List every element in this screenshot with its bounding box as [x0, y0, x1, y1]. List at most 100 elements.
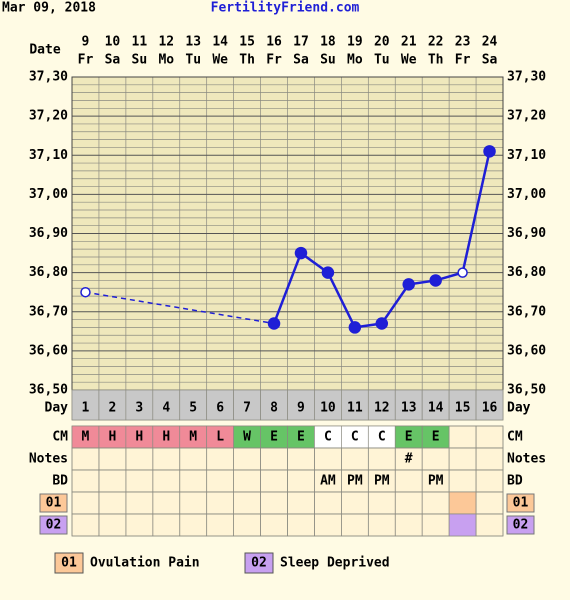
weekday-label: Tu	[185, 53, 201, 68]
y2-tick-label: 37,10	[507, 148, 546, 163]
temperature-point	[457, 267, 468, 278]
y2-tick-label: 37,00	[507, 187, 546, 202]
y-tick-label: 36,80	[29, 265, 68, 280]
cell-text: H	[135, 430, 143, 445]
cell-text: 16	[482, 401, 498, 416]
temperature-point	[348, 321, 362, 334]
cell-text: C	[324, 430, 332, 445]
weekday-label: Sa	[105, 53, 121, 68]
y-tick-label: 37,00	[29, 187, 68, 202]
y2-tick-label: 36,60	[507, 343, 546, 358]
temperature-point	[483, 145, 496, 158]
cell-text: E	[270, 430, 278, 445]
cell-text: H	[108, 430, 116, 445]
row-label-right: BD	[507, 474, 523, 489]
date-label: 11	[132, 35, 148, 50]
weekday-label: We	[401, 53, 417, 68]
y2-tick-label: 37,20	[507, 109, 546, 124]
temperature-point	[294, 246, 308, 260]
weekday-label: Th	[428, 53, 444, 68]
cell-text: PM	[428, 474, 444, 489]
y2-tick-label: 36,90	[507, 226, 546, 241]
date-label: 15	[239, 35, 255, 50]
x-label: Date	[29, 43, 60, 58]
cell	[71, 389, 100, 421]
row-label-right: Notes	[507, 452, 546, 467]
row-label-box	[39, 515, 68, 535]
cell-text: 11	[347, 401, 363, 416]
cell	[179, 389, 208, 421]
y-tick-label: 36,60	[29, 343, 68, 358]
date-label: 20	[374, 35, 390, 50]
y2-tick-label: 37,30	[507, 70, 546, 85]
cell-text: 4	[162, 401, 170, 416]
date-label: 12	[158, 35, 174, 50]
cell	[394, 389, 423, 421]
row-label-right: 01	[513, 496, 529, 511]
temperature-point	[402, 278, 415, 291]
weekday-label: Sa	[482, 53, 498, 68]
date-label: 19	[347, 35, 363, 50]
weekday-label: Fr	[455, 53, 471, 68]
cell-text: H	[162, 430, 170, 445]
temperature-point	[267, 317, 281, 330]
cell-text: 5	[189, 401, 197, 416]
cell-text: 2	[108, 401, 116, 416]
cell	[260, 389, 288, 421]
weekday-label: Fr	[266, 53, 282, 68]
weekday-label: Th	[239, 53, 255, 68]
row-label-right: CM	[507, 430, 523, 445]
date-label: 13	[185, 35, 201, 50]
cell	[341, 389, 369, 421]
cell-text: M	[82, 430, 90, 445]
row-label: Notes	[29, 452, 68, 467]
weekday-label: Mo	[347, 53, 363, 68]
row-label: BD	[52, 474, 68, 489]
date-label: 24	[482, 35, 498, 50]
cell	[287, 389, 315, 421]
cell	[475, 389, 504, 421]
weekday-label: Su	[132, 53, 148, 68]
cell-text: 6	[216, 401, 224, 416]
cell	[448, 491, 477, 515]
row-label-box	[39, 493, 68, 513]
temperature-point	[80, 286, 91, 298]
cell	[125, 389, 154, 421]
cell-text: 13	[401, 401, 417, 416]
row-label: Day	[45, 401, 69, 416]
y2-tick-label: 36,50	[507, 383, 546, 398]
cell-text: PM	[347, 474, 363, 489]
weekday-label: Su	[320, 53, 336, 68]
row-label-box	[506, 515, 535, 535]
date-label: 16	[266, 35, 282, 50]
cell-text: E	[297, 430, 305, 445]
legend-text: Ovulation Pain	[90, 556, 200, 571]
cell	[314, 389, 342, 421]
y-tick-label: 36,50	[29, 383, 68, 398]
date-label: 17	[293, 35, 309, 50]
cell	[448, 513, 477, 537]
cell-text: #	[405, 452, 413, 467]
site-name: FertilityFriend.com	[211, 1, 360, 16]
weekday-label: Fr	[78, 53, 94, 68]
cell	[421, 389, 450, 421]
y-tick-label: 37,20	[29, 109, 68, 124]
row-label-right: Day	[507, 401, 531, 416]
date-label: 23	[455, 35, 471, 50]
weekday-label: Sa	[293, 53, 309, 68]
cell-text: 12	[374, 401, 390, 416]
y2-tick-label: 36,70	[507, 304, 546, 319]
cell-text: 8	[270, 401, 278, 416]
date-label: 10	[105, 35, 121, 50]
cell	[98, 389, 127, 421]
weekday-label: We	[212, 53, 228, 68]
cell-text: 15	[455, 401, 471, 416]
date-label: 14	[212, 35, 228, 50]
cell-text: C	[378, 430, 386, 445]
cell-text: E	[432, 430, 440, 445]
weekday-label: Tu	[374, 53, 390, 68]
chart-date: Mar 09, 2018	[2, 1, 96, 16]
row-label: CM	[52, 430, 68, 445]
date-label: 22	[428, 35, 444, 50]
cell	[233, 389, 261, 421]
